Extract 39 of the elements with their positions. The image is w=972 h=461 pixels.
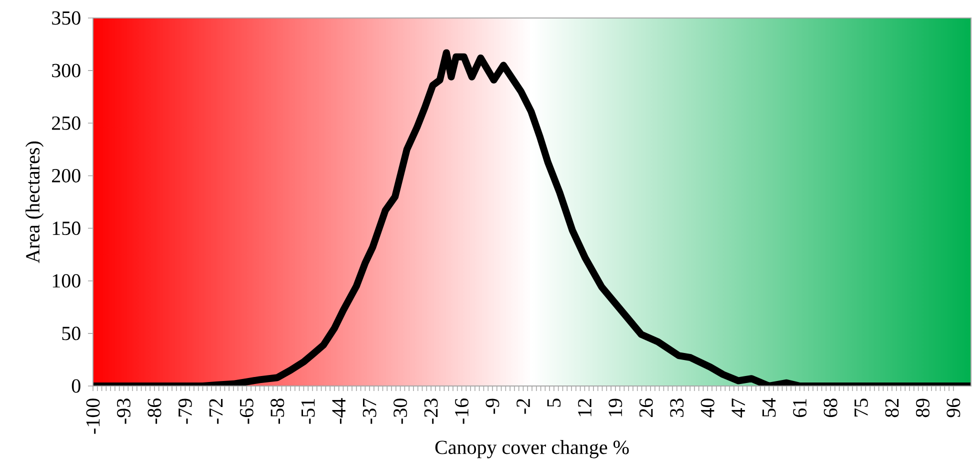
y-axis-title: Area (hectares) (25, 142, 44, 264)
x-tick-label: -23 (424, 398, 438, 424)
x-tick-label: 96 (946, 398, 960, 418)
x-tick-label: 33 (670, 398, 684, 417)
y-tick-label: 250 (52, 116, 80, 130)
x-tick-label: 54 (762, 398, 776, 417)
x-tick-label: -93 (117, 398, 130, 424)
x-tick-label: 26 (639, 398, 653, 417)
y-tick-label: 300 (52, 64, 80, 78)
y-tick-label: 100 (52, 274, 80, 288)
x-tick-label: 61 (793, 399, 807, 418)
x-tick-label: 75 (854, 398, 868, 417)
x-tick-label: -44 (332, 398, 346, 424)
x-tick-label: -9 (486, 398, 500, 414)
x-tick-label: 12 (578, 398, 592, 416)
x-tick-label: 89 (916, 398, 930, 418)
x-tick-label: -30 (394, 398, 408, 424)
x-tick-label: -16 (455, 398, 468, 424)
x-tick-label: 19 (608, 398, 622, 416)
y-tick-label: 350 (52, 11, 80, 25)
x-tick-label: -58 (270, 398, 284, 424)
y-tick-label: 0 (72, 379, 80, 393)
y-tick-label: 50 (62, 326, 80, 340)
x-tick-label: -72 (209, 398, 223, 424)
x-tick-label: 40 (700, 398, 714, 418)
y-tick-label: 200 (52, 168, 80, 182)
x-tick-label: 5 (547, 398, 561, 407)
x-axis-title: Canopy cover change % (435, 440, 629, 458)
x-tick-label: -86 (148, 398, 162, 424)
x-tick-label: 82 (885, 398, 899, 418)
x-tick-label: 47 (732, 398, 745, 418)
x-tick-label: -2 (516, 398, 530, 414)
x-tick-label: -37 (362, 398, 376, 424)
x-tick-label: -79 (178, 398, 192, 424)
y-tick-label: 150 (52, 222, 80, 236)
x-tick-label: -100 (86, 398, 100, 434)
x-tick-label: 68 (824, 398, 838, 418)
x-tick-label: -65 (240, 398, 254, 424)
x-tick-label: -51 (301, 399, 315, 424)
